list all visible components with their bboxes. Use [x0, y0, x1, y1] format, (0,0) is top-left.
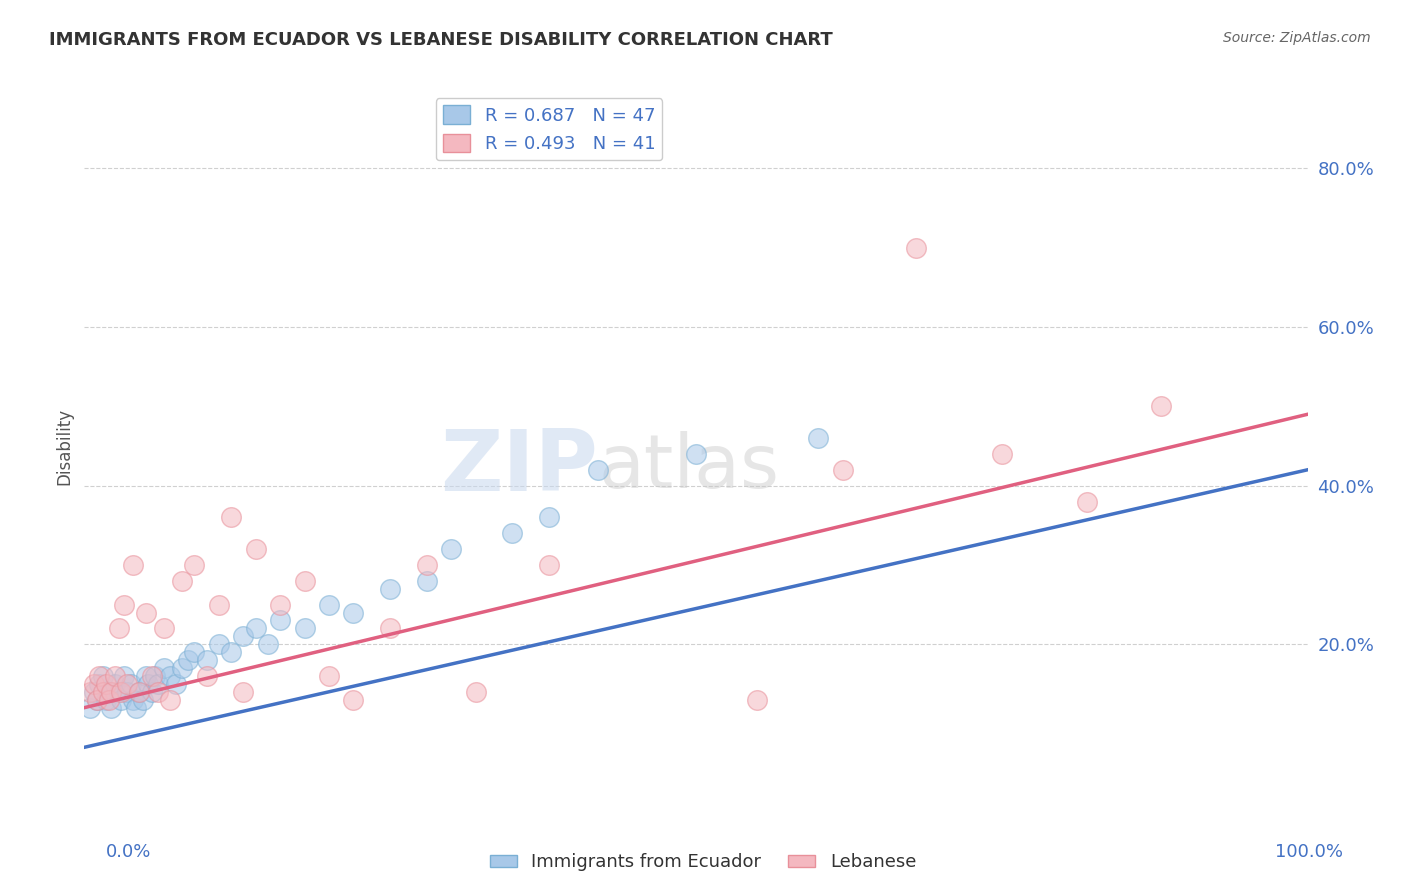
Point — [172, 661, 194, 675]
Point — [87, 669, 110, 683]
Point — [135, 669, 157, 683]
Point — [107, 685, 129, 699]
Point — [232, 629, 254, 643]
Point — [538, 558, 561, 572]
Point — [136, 677, 159, 691]
Point — [97, 685, 120, 699]
Point — [342, 692, 364, 706]
Point — [125, 700, 148, 714]
Point — [380, 621, 402, 635]
Point — [112, 598, 135, 612]
Legend: R = 0.687   N = 47, R = 0.493   N = 41: R = 0.687 N = 47, R = 0.493 N = 41 — [436, 98, 662, 161]
Point — [91, 669, 114, 683]
Point — [79, 700, 101, 714]
Point — [219, 645, 242, 659]
Point — [245, 621, 267, 635]
Point — [831, 463, 853, 477]
Point — [159, 669, 181, 683]
Text: IMMIGRANTS FROM ECUADOR VS LEBANESE DISABILITY CORRELATION CHART: IMMIGRANTS FROM ECUADOR VS LEBANESE DISA… — [49, 31, 832, 49]
Point — [141, 669, 163, 683]
Point — [195, 653, 218, 667]
Point — [172, 574, 194, 588]
Point — [1150, 400, 1173, 414]
Point — [115, 677, 138, 691]
Point — [502, 526, 524, 541]
Point — [1076, 494, 1098, 508]
Point — [318, 598, 340, 612]
Point — [86, 692, 108, 706]
Point — [153, 621, 176, 635]
Point — [100, 700, 122, 714]
Point — [100, 685, 122, 699]
Point — [685, 447, 707, 461]
Point — [104, 677, 127, 691]
Point — [83, 677, 105, 691]
Point — [232, 685, 254, 699]
Point — [177, 653, 200, 667]
Point — [342, 606, 364, 620]
Y-axis label: Disability: Disability — [55, 408, 73, 484]
Point — [245, 542, 267, 557]
Point — [86, 692, 108, 706]
Point — [208, 598, 231, 612]
Point — [83, 685, 105, 699]
Point — [143, 669, 166, 683]
Point — [122, 692, 145, 706]
Point — [159, 692, 181, 706]
Point — [110, 685, 132, 699]
Text: Source: ZipAtlas.com: Source: ZipAtlas.com — [1223, 31, 1371, 45]
Point — [747, 692, 769, 706]
Point — [132, 692, 155, 706]
Point — [79, 685, 101, 699]
Point — [96, 677, 118, 691]
Point — [128, 685, 150, 699]
Point — [219, 510, 242, 524]
Point — [807, 431, 830, 445]
Point — [128, 685, 150, 699]
Point — [269, 614, 291, 628]
Point — [96, 692, 118, 706]
Text: ZIP: ZIP — [440, 425, 598, 509]
Point — [208, 637, 231, 651]
Point — [380, 582, 402, 596]
Point — [104, 669, 127, 683]
Point — [115, 685, 138, 699]
Point — [120, 677, 142, 691]
Point — [318, 669, 340, 683]
Point — [135, 606, 157, 620]
Point — [294, 621, 316, 635]
Point — [416, 558, 439, 572]
Point — [464, 685, 486, 699]
Point — [538, 510, 561, 524]
Point — [146, 677, 169, 691]
Text: 100.0%: 100.0% — [1275, 843, 1343, 861]
Point — [122, 558, 145, 572]
Point — [195, 669, 218, 683]
Point — [294, 574, 316, 588]
Point — [440, 542, 463, 557]
Point — [110, 692, 132, 706]
Text: atlas: atlas — [598, 431, 779, 504]
Point — [586, 463, 609, 477]
Text: 0.0%: 0.0% — [105, 843, 150, 861]
Point — [141, 685, 163, 699]
Legend: Immigrants from Ecuador, Lebanese: Immigrants from Ecuador, Lebanese — [482, 847, 924, 879]
Point — [107, 621, 129, 635]
Point — [183, 645, 205, 659]
Point — [183, 558, 205, 572]
Point — [153, 661, 176, 675]
Point — [905, 241, 928, 255]
Point — [97, 692, 120, 706]
Point — [165, 677, 187, 691]
Point — [257, 637, 280, 651]
Point — [91, 685, 114, 699]
Point — [146, 685, 169, 699]
Point — [87, 677, 110, 691]
Point — [112, 669, 135, 683]
Point — [416, 574, 439, 588]
Point — [991, 447, 1014, 461]
Point — [269, 598, 291, 612]
